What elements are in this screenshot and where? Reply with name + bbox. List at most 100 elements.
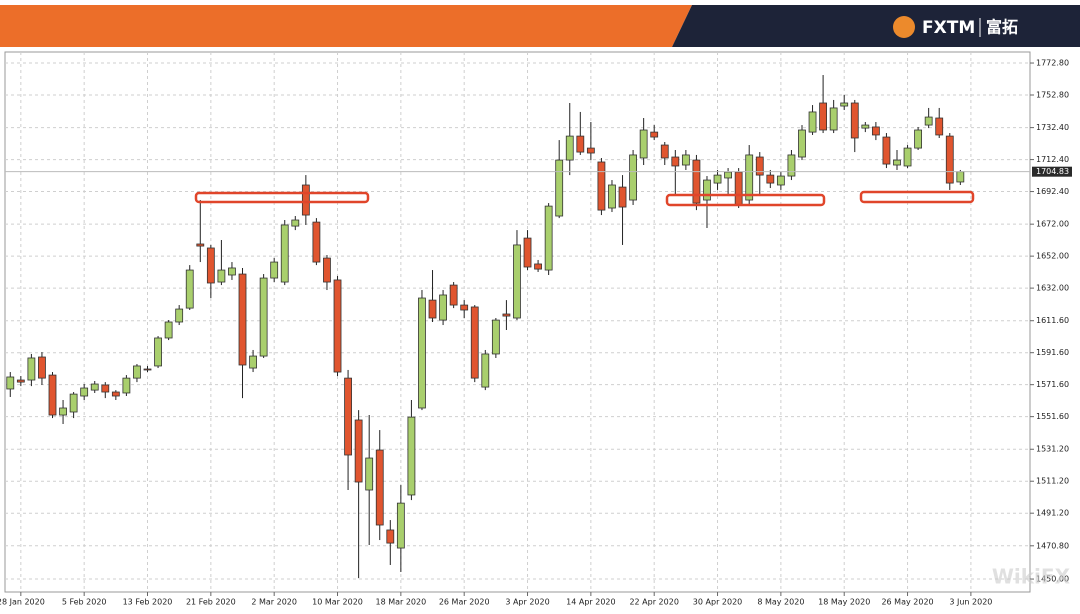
candle-body bbox=[914, 129, 923, 149]
candle-body bbox=[323, 257, 331, 283]
x-tick-label: 21 Feb 2020 bbox=[186, 598, 236, 607]
candle-body bbox=[935, 117, 944, 136]
x-tick-label: 5 Feb 2020 bbox=[62, 598, 107, 607]
candle-body bbox=[787, 154, 796, 177]
candle-body bbox=[502, 313, 511, 317]
candle-body bbox=[291, 219, 300, 227]
candle-body bbox=[301, 184, 310, 216]
candle-body bbox=[945, 135, 954, 184]
y-tick-label: 1551.60 bbox=[1036, 412, 1069, 421]
candle-body bbox=[491, 319, 500, 355]
x-tick-label: 18 May 2020 bbox=[818, 598, 870, 607]
candle-body bbox=[122, 377, 131, 394]
x-tick-label: 22 Apr 2020 bbox=[629, 598, 678, 607]
candle-body bbox=[893, 159, 901, 166]
brand: FXTM bbox=[922, 18, 975, 38]
candle-body bbox=[534, 263, 542, 270]
candle-body bbox=[238, 273, 247, 366]
candle-body bbox=[354, 419, 363, 483]
header-dark bbox=[672, 5, 1080, 47]
candle-body bbox=[703, 179, 711, 201]
candle-body bbox=[38, 356, 46, 379]
y-tick-label: 1752.80 bbox=[1036, 91, 1069, 100]
highlight-box bbox=[665, 193, 826, 207]
candle-body bbox=[808, 111, 817, 133]
candle-body bbox=[185, 269, 194, 309]
candle-body bbox=[27, 357, 36, 381]
candle-body bbox=[428, 299, 437, 319]
x-tick-label: 28 Jan 2020 bbox=[0, 598, 45, 607]
candle-body bbox=[280, 224, 289, 283]
candle-body bbox=[48, 374, 57, 416]
x-tick-label: 8 May 2020 bbox=[757, 598, 804, 607]
candle-body bbox=[164, 321, 173, 339]
candle-body bbox=[312, 221, 321, 263]
candle-body bbox=[745, 154, 754, 201]
candle-body bbox=[713, 174, 722, 184]
x-tick-label: 18 Mar 2020 bbox=[375, 598, 426, 607]
candle-body bbox=[850, 102, 859, 139]
candle-body bbox=[481, 353, 490, 388]
candle-body bbox=[111, 391, 120, 397]
candle-body bbox=[724, 171, 732, 179]
x-tick-label: 26 Mar 2020 bbox=[439, 598, 490, 607]
candle-body bbox=[692, 159, 701, 204]
candle-body bbox=[544, 205, 553, 271]
candle-body bbox=[259, 277, 268, 357]
candle-body bbox=[840, 102, 849, 107]
candle-body bbox=[249, 355, 257, 369]
x-tick-label: 2 Mar 2020 bbox=[251, 598, 297, 607]
candle-body bbox=[16, 379, 25, 383]
candle-body bbox=[565, 135, 574, 161]
candle-body bbox=[333, 279, 342, 373]
candle-body bbox=[396, 502, 405, 549]
y-tick-label: 1450.00 bbox=[1036, 575, 1069, 584]
x-tick-label: 3 Jun 2020 bbox=[949, 598, 992, 607]
candle-body bbox=[924, 116, 933, 126]
last-price-box bbox=[1032, 166, 1072, 177]
candle-body bbox=[513, 244, 521, 319]
y-tick-label: 1491.20 bbox=[1036, 509, 1069, 518]
candle-body bbox=[597, 161, 606, 211]
header-band bbox=[0, 5, 692, 47]
x-tick-label: 10 Mar 2020 bbox=[312, 598, 363, 607]
candle-body bbox=[470, 306, 479, 379]
y-tick-label: 1672.00 bbox=[1036, 220, 1069, 229]
candle-body bbox=[861, 124, 870, 129]
y-tick-label: 1652.00 bbox=[1036, 252, 1069, 261]
candle-body bbox=[819, 102, 827, 131]
candle-body bbox=[460, 304, 469, 311]
candle-body bbox=[365, 457, 374, 491]
candle-body bbox=[576, 135, 585, 153]
x-tick-label: 13 Feb 2020 bbox=[123, 598, 173, 607]
candle-body bbox=[555, 159, 564, 217]
candle-body bbox=[59, 407, 67, 416]
candle-body bbox=[418, 297, 426, 409]
x-tick-label: 30 Apr 2020 bbox=[693, 598, 742, 607]
candle-body bbox=[344, 377, 352, 456]
y-tick-label: 1611.60 bbox=[1036, 316, 1069, 325]
watermark: WikiFX bbox=[992, 565, 1071, 589]
y-tick-label: 1712.40 bbox=[1036, 155, 1069, 164]
candle-body bbox=[671, 156, 680, 167]
candle-body bbox=[80, 387, 89, 397]
y-tick-label: 1692.40 bbox=[1036, 187, 1069, 196]
y-tick-label: 1732.40 bbox=[1036, 123, 1069, 132]
candle-body bbox=[798, 129, 806, 158]
plot-frame bbox=[4, 51, 1031, 593]
y-tick-label: 1571.60 bbox=[1036, 380, 1069, 389]
highlight-box bbox=[194, 191, 370, 204]
y-tick-label: 1511.20 bbox=[1036, 477, 1069, 486]
candle-body bbox=[175, 308, 184, 323]
candle-body bbox=[660, 144, 669, 159]
y-tick-label: 1632.00 bbox=[1036, 284, 1069, 293]
y-tick-label: 1470.80 bbox=[1036, 541, 1069, 550]
candle-body bbox=[439, 294, 447, 321]
candle-body bbox=[449, 284, 458, 306]
x-tick-label: 14 Apr 2020 bbox=[566, 598, 615, 607]
candle-body bbox=[618, 186, 627, 208]
candle-body bbox=[101, 384, 110, 393]
candle-body bbox=[734, 171, 743, 206]
last-price-label: 1704.83 bbox=[1036, 167, 1069, 176]
